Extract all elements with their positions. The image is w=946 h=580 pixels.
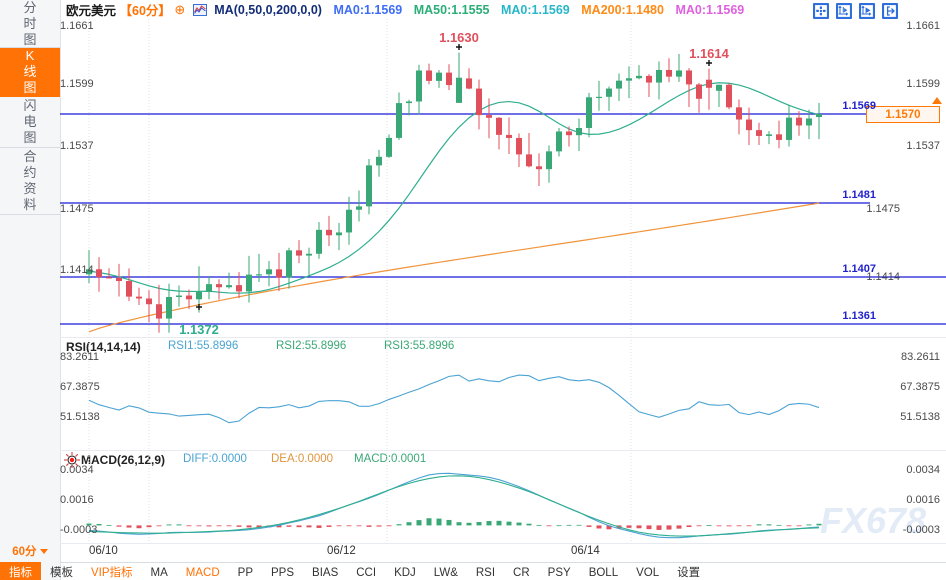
svg-text:1.1630: 1.1630 — [439, 30, 479, 45]
svg-text:1.1614: 1.1614 — [689, 46, 730, 61]
svg-text:1.1372: 1.1372 — [179, 322, 219, 337]
